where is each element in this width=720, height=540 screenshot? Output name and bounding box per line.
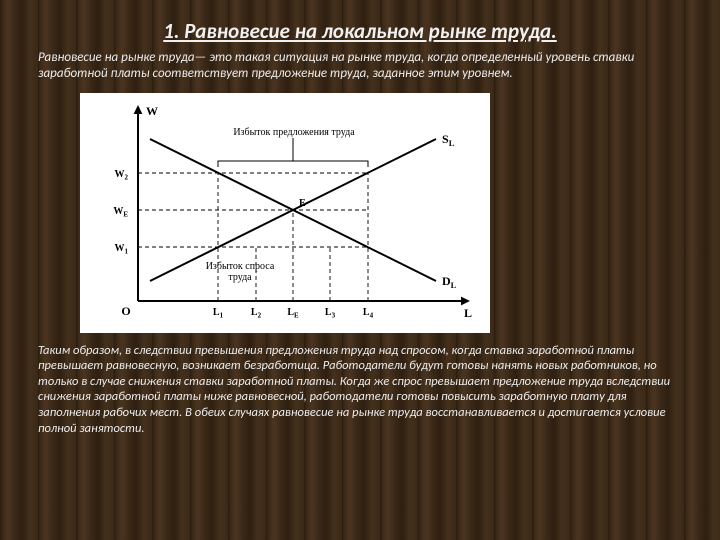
svg-text:SL: SL <box>442 132 455 148</box>
intro-text: Равновесие на рынке труда— это такая сит… <box>38 50 682 83</box>
svg-text:Избыток предложения труда: Избыток предложения труда <box>233 127 355 138</box>
svg-text:Избыток спроса: Избыток спроса <box>206 261 275 272</box>
svg-text:L4: L4 <box>363 307 374 320</box>
svg-text:LE: LE <box>287 307 299 320</box>
svg-text:O: O <box>121 304 130 318</box>
svg-text:E: E <box>299 198 306 209</box>
svg-text:W1: W1 <box>115 243 129 256</box>
svg-text:L: L <box>464 306 472 320</box>
svg-text:W: W <box>146 104 158 118</box>
outro-text: Таким образом, в следствии превышения пр… <box>38 343 682 437</box>
svg-text:W2: W2 <box>115 169 129 182</box>
chart-container: W L O W2 WE W1 L1 L2 LE L3 L4 SL DL E Избыток предложе… <box>80 93 682 333</box>
svg-text:L3: L3 <box>325 307 336 320</box>
svg-text:L2: L2 <box>251 307 262 320</box>
svg-text:труда: труда <box>228 272 252 283</box>
svg-text:L1: L1 <box>213 307 224 320</box>
equilibrium-chart: W L O W2 WE W1 L1 L2 LE L3 L4 SL DL E Избыток предложе… <box>80 93 490 333</box>
chart-svg: W L O W2 WE W1 L1 L2 LE L3 L4 SL DL E Избыток предложе… <box>80 93 490 333</box>
svg-text:WE: WE <box>113 206 128 219</box>
svg-text:DL: DL <box>442 274 457 290</box>
page-title: 1. Равновесие на локальном рынке труда. <box>38 18 682 44</box>
